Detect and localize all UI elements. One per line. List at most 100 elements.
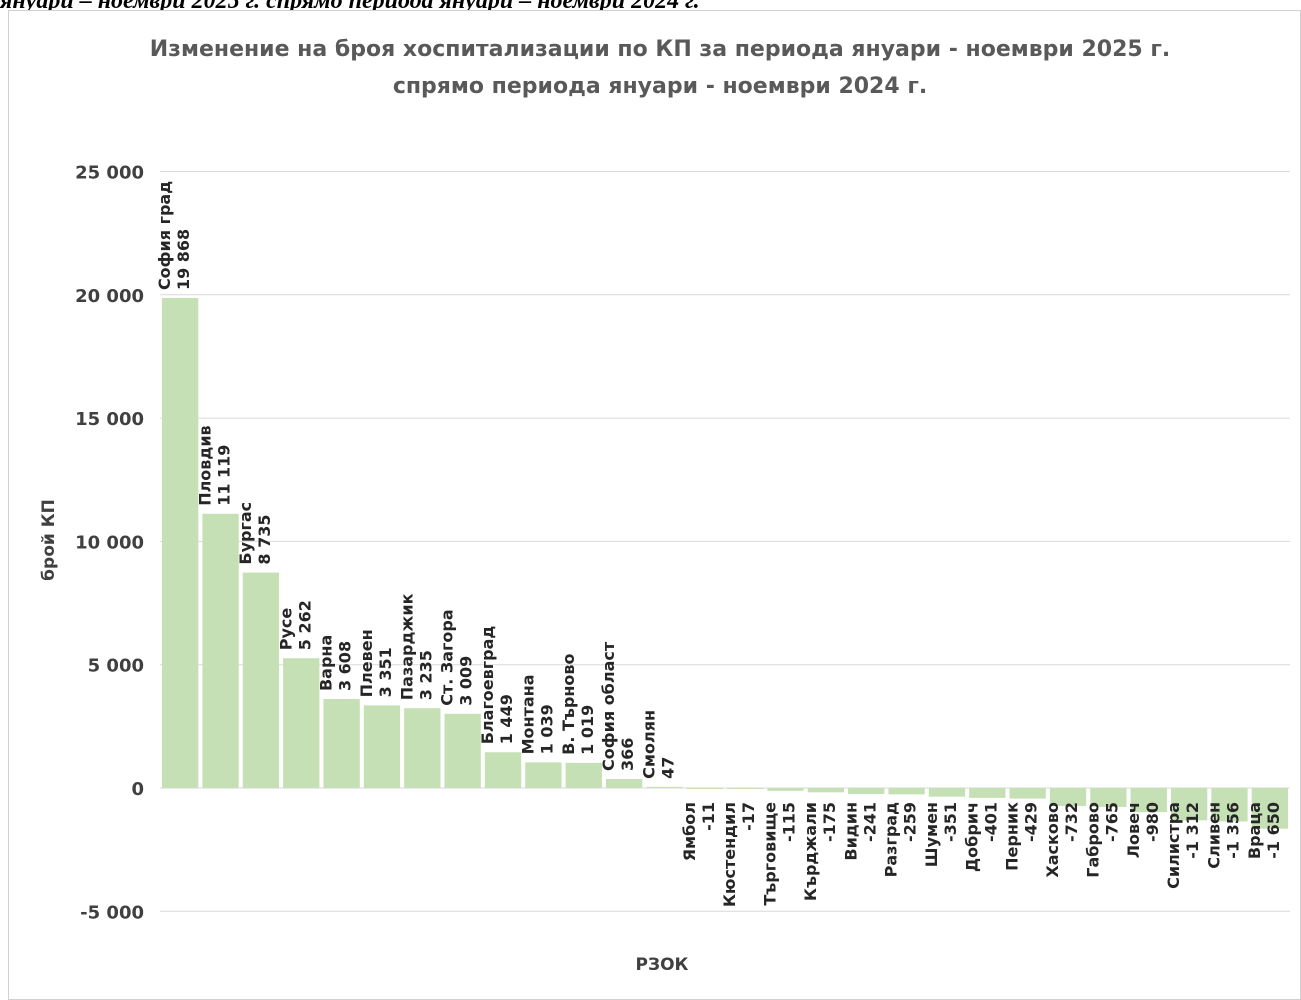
- data-label: Разград-259: [882, 802, 920, 877]
- bar: [767, 788, 804, 791]
- data-label-category: Ловеч: [1124, 802, 1143, 858]
- chart-title: Изменение на броя хоспитализации по КП з…: [150, 37, 1170, 62]
- bar: [928, 788, 966, 797]
- data-label-category: Пазарджик: [397, 593, 416, 700]
- data-label-value: 11 119: [215, 445, 234, 506]
- bars: [162, 298, 1288, 829]
- bar: [525, 762, 562, 788]
- data-label-value: -175: [820, 802, 839, 842]
- data-label-value: -732: [1062, 802, 1081, 842]
- data-label: Монтана1 039: [518, 674, 556, 754]
- bar: [202, 513, 239, 788]
- bar: [363, 705, 401, 788]
- data-label-category: Силистра: [1164, 802, 1183, 889]
- data-label-value: -115: [780, 802, 799, 842]
- data-label-category: Разград: [882, 802, 901, 877]
- data-label-value: 3 009: [457, 656, 476, 706]
- data-label-value: 1 449: [497, 694, 516, 744]
- data-label-value: -1 356: [1223, 802, 1242, 859]
- y-tick-label: 0: [131, 779, 144, 800]
- bar: [1130, 788, 1167, 813]
- data-label-category: Търговище: [761, 802, 780, 906]
- data-label-value: -980: [1143, 802, 1162, 842]
- data-label-value: -401: [981, 802, 1000, 842]
- y-tick-label: 25 000: [75, 163, 144, 184]
- data-label-value: 1 019: [578, 705, 597, 755]
- data-label: Перник-429: [1003, 802, 1041, 871]
- data-label-value: -1 650: [1264, 802, 1283, 859]
- data-label: В. Търново1 019: [559, 653, 597, 754]
- data-label-category: Пловдив: [196, 425, 215, 505]
- bar: [484, 752, 522, 788]
- data-label-category: Русе: [276, 608, 295, 651]
- y-tick-label: 15 000: [75, 409, 144, 430]
- y-axis-ticks: 25 000 20 000 15 000 10 000 5 000 0 -5 000: [75, 163, 144, 924]
- data-label-value: -11: [699, 802, 718, 831]
- bar: [848, 788, 885, 794]
- data-label: Сливен-1 356: [1204, 802, 1242, 869]
- bar: [242, 572, 280, 788]
- data-label: София град19 868: [155, 181, 193, 290]
- bar: [1009, 788, 1046, 799]
- data-label-category: Добрич: [962, 802, 981, 872]
- data-label: Плевен3 351: [357, 629, 395, 697]
- data-label-value: 1 039: [537, 704, 556, 754]
- data-label-value: -351: [941, 802, 960, 842]
- data-label-category: В. Търново: [559, 653, 578, 754]
- y-axis-label: брой КП: [39, 499, 59, 581]
- bar: [323, 699, 360, 788]
- data-label-category: София област: [599, 641, 618, 771]
- bar: [404, 708, 441, 788]
- bar: [565, 762, 602, 788]
- bar: [283, 658, 320, 788]
- data-label-category: Видин: [841, 802, 860, 861]
- data-label-value: 3 351: [376, 647, 395, 697]
- data-label-category: Габрово: [1083, 802, 1102, 878]
- data-label-value: 366: [618, 738, 637, 771]
- data-label-category: Ямбол: [680, 802, 699, 861]
- data-label: Силистра-1 312: [1164, 802, 1202, 889]
- data-label-value: -1 312: [1183, 802, 1202, 859]
- data-label: Хасково-732: [1043, 802, 1081, 878]
- data-label-category: Ст. Загора: [438, 609, 457, 705]
- data-label: Бургас8 735: [236, 502, 274, 565]
- data-label-category: Благоевград: [478, 626, 497, 745]
- y-tick-label: 10 000: [75, 532, 144, 553]
- bar: [727, 788, 764, 789]
- y-tick-label: 20 000: [75, 286, 144, 307]
- data-label: Кърджали-175: [801, 802, 839, 901]
- data-label: Русе5 262: [276, 600, 314, 650]
- data-label-value: 47: [658, 757, 677, 779]
- data-label-category: Плевен: [357, 629, 376, 697]
- data-label-category: Варна: [317, 635, 336, 691]
- x-axis-label: РЗОК: [636, 955, 689, 975]
- data-label-value: -17: [739, 802, 758, 831]
- data-label: Габрово-765: [1083, 802, 1121, 878]
- data-label-category: Враца: [1245, 802, 1264, 859]
- bar: [162, 298, 199, 788]
- data-label-value: -259: [901, 802, 920, 842]
- data-label-category: Хасково: [1043, 802, 1062, 878]
- data-label-category: Бургас: [236, 502, 255, 565]
- bar: [444, 713, 481, 788]
- data-label-value: 8 735: [255, 514, 274, 564]
- bar: [646, 786, 683, 788]
- data-label-category: София град: [155, 181, 174, 290]
- bar: [1090, 788, 1127, 807]
- data-label-category: Смолян: [639, 710, 658, 779]
- bar: [1211, 788, 1248, 822]
- data-label-value: 5 262: [295, 600, 314, 650]
- y-tick-label: 5 000: [88, 656, 144, 677]
- data-label-category: Кюстендил: [720, 802, 739, 907]
- data-label-category: Монтана: [518, 674, 537, 754]
- data-label-category: Перник: [1003, 802, 1022, 871]
- data-label: Варна3 608: [317, 635, 355, 691]
- data-label: Шумен-351: [922, 802, 960, 867]
- y-tick-label: -5 000: [80, 902, 144, 923]
- data-label: Благоевград1 449: [478, 626, 516, 745]
- bar: [605, 778, 643, 788]
- data-label: София област366: [599, 641, 637, 771]
- data-label-value: -241: [860, 802, 879, 842]
